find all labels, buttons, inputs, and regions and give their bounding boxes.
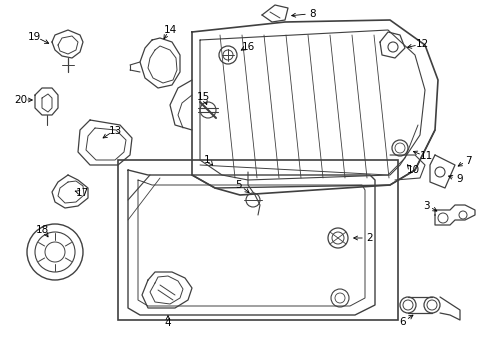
Text: 15: 15 xyxy=(197,93,210,103)
Text: 17: 17 xyxy=(75,188,89,198)
Text: 4: 4 xyxy=(165,318,172,328)
Text: 13: 13 xyxy=(109,126,122,135)
Text: 8: 8 xyxy=(309,9,316,19)
Text: 20: 20 xyxy=(14,95,27,105)
Text: 12: 12 xyxy=(416,40,429,49)
Text: 6: 6 xyxy=(399,316,406,327)
Text: 5: 5 xyxy=(235,180,242,190)
Text: 9: 9 xyxy=(456,174,463,184)
Text: 1: 1 xyxy=(204,155,210,165)
Text: 14: 14 xyxy=(164,25,177,35)
Text: 18: 18 xyxy=(36,225,49,235)
Text: 19: 19 xyxy=(27,32,41,42)
Text: 11: 11 xyxy=(419,151,433,161)
Text: 10: 10 xyxy=(406,165,419,175)
Text: 2: 2 xyxy=(366,233,373,243)
Text: 7: 7 xyxy=(466,156,472,166)
Text: 3: 3 xyxy=(423,201,429,211)
Text: 16: 16 xyxy=(242,42,255,52)
Bar xyxy=(118,160,398,320)
